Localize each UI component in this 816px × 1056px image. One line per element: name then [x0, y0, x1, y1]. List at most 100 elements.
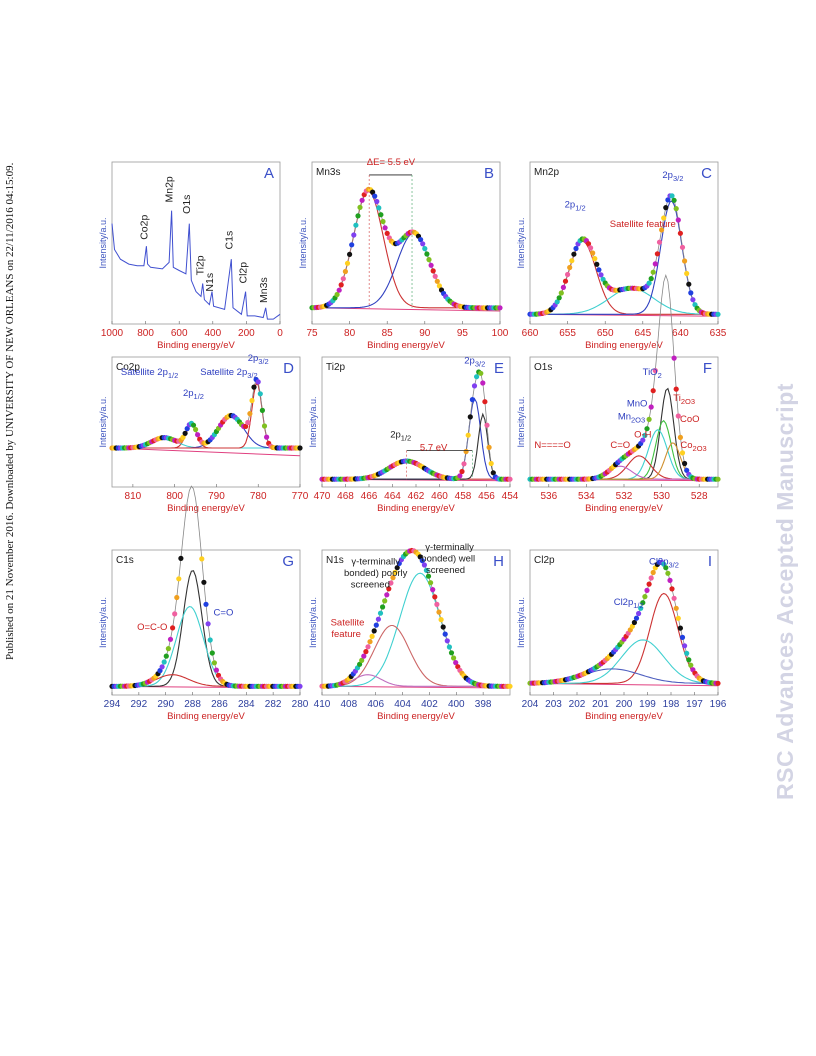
data-point — [463, 448, 469, 455]
x-tick-label: 800 — [166, 491, 183, 502]
data-point — [297, 683, 303, 689]
data-point — [436, 283, 442, 289]
panel-title: N1s — [326, 555, 344, 566]
data-point — [440, 624, 446, 630]
data-point — [663, 565, 669, 571]
annotation: Ti2p — [195, 255, 207, 275]
annotation: Satellite — [331, 617, 365, 628]
data-point — [567, 264, 573, 271]
x-tick-label: 468 — [337, 491, 354, 502]
annotation: ΔE= 5.5 eV — [367, 157, 416, 168]
fit-envelope — [112, 485, 300, 687]
data-point — [480, 380, 486, 386]
data-point — [636, 610, 642, 617]
annotation-subscript: 2O3 — [631, 415, 645, 424]
data-point — [565, 271, 571, 278]
data-point — [585, 241, 592, 247]
data-point — [679, 634, 686, 641]
x-axis-label: Binding energy/eV — [367, 340, 445, 351]
data-point — [633, 615, 640, 621]
panel-letter: I — [708, 553, 712, 570]
data-point — [471, 383, 478, 389]
y-axis-label: Intensity/a.u. — [98, 597, 108, 648]
x-tick-label: 202 — [569, 699, 586, 710]
y-axis-label: Intensity/a.u. — [516, 396, 526, 447]
annotation-subscript: 1/2 — [194, 392, 204, 401]
y-axis-label: Intensity/a.u. — [308, 597, 318, 648]
annotation-subscript: 2O3 — [693, 444, 707, 453]
data-point — [461, 461, 467, 467]
annotation: O=C-O — [137, 622, 167, 633]
panel-title: Cl2p — [534, 555, 555, 566]
x-tick-label: 408 — [341, 699, 358, 710]
data-point — [484, 422, 490, 428]
x-tick-label: 280 — [292, 699, 309, 710]
data-point — [371, 628, 377, 634]
data-point — [648, 404, 654, 410]
annotation: Cl2p3/2 — [649, 557, 679, 570]
data-point — [596, 267, 602, 273]
data-point — [453, 660, 459, 666]
data-point — [644, 587, 650, 594]
data-point — [247, 411, 253, 417]
annotation: Cl2p — [238, 262, 250, 284]
data-point — [671, 355, 677, 361]
data-point — [419, 558, 425, 564]
data-point — [442, 631, 448, 637]
x-tick-label: 528 — [691, 491, 708, 502]
x-tick-label: 198 — [663, 699, 680, 710]
x-tick-label: 404 — [394, 699, 411, 710]
data-point — [370, 189, 376, 195]
data-point — [373, 622, 379, 628]
data-point — [176, 576, 182, 582]
data-point — [648, 575, 654, 581]
data-point — [386, 586, 392, 592]
annotation: TiO2 — [643, 367, 662, 380]
annotation: 2p3/2 — [662, 170, 683, 183]
panel-letter: C — [701, 165, 712, 182]
data-point — [425, 573, 432, 579]
x-tick-label: 534 — [578, 491, 595, 502]
data-point — [203, 601, 209, 607]
data-point — [688, 290, 694, 296]
data-point — [650, 388, 656, 394]
data-point — [654, 251, 661, 257]
x-tick-label: 201 — [592, 699, 609, 710]
data-point — [688, 662, 694, 668]
annotation: bonded) poorly — [344, 568, 408, 579]
annotation: Co2p — [138, 214, 150, 239]
annotation: CoO — [680, 414, 700, 425]
data-point — [167, 636, 174, 642]
x-tick-label: 655 — [559, 328, 576, 339]
x-tick-label: 0 — [277, 328, 283, 339]
data-point — [640, 437, 646, 443]
annotation: 2p3/2 — [248, 353, 269, 366]
data-point — [157, 668, 163, 674]
data-point — [671, 197, 677, 203]
data-point — [642, 432, 648, 438]
data-point — [673, 206, 679, 212]
data-point — [686, 281, 692, 287]
data-point — [560, 284, 567, 290]
data-point — [384, 592, 390, 598]
data-point — [482, 399, 488, 405]
data-point — [573, 245, 579, 252]
data-point — [556, 295, 562, 301]
data-point — [690, 297, 696, 303]
annotation-subscript: 1/2 — [633, 601, 643, 610]
data-point — [376, 205, 382, 211]
x-tick-label: 645 — [634, 328, 651, 339]
data-point — [652, 368, 658, 374]
data-point — [357, 204, 363, 210]
annotation: C=O — [214, 607, 234, 618]
x-tick-label: 284 — [238, 699, 255, 710]
x-tick-label: 460 — [431, 491, 448, 502]
x-tick-label: 406 — [367, 699, 384, 710]
annotation-subscript: 3/2 — [258, 357, 268, 366]
panel-a: 1000 800 600 400 200 0 Binding energy/eV Intens… — [98, 161, 283, 351]
data-point — [205, 621, 211, 627]
data-point — [178, 555, 184, 562]
data-point — [297, 445, 303, 451]
data-point — [174, 594, 180, 601]
x-tick-label: 288 — [184, 699, 201, 710]
